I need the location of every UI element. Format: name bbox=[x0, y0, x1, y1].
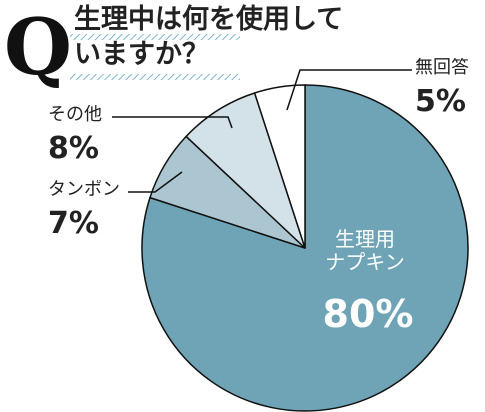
slice-label: 無回答 bbox=[415, 58, 469, 78]
pie-slice bbox=[253, 84, 306, 249]
leader-line bbox=[286, 69, 412, 111]
leader-line bbox=[112, 116, 233, 129]
slice-label: タンポン bbox=[48, 180, 120, 200]
pie-slice bbox=[141, 84, 469, 412]
value-label: 8% bbox=[48, 131, 99, 166]
badge: Q bbox=[4, 2, 72, 93]
value-label: 80% bbox=[322, 292, 414, 336]
value-label-box: 80% bbox=[322, 292, 414, 336]
slice-label-box: 無回答 bbox=[415, 58, 469, 78]
title-underline bbox=[70, 34, 240, 40]
slice-label-box: 生理用 ナプキン bbox=[325, 228, 405, 274]
slice-label-box: その他 bbox=[48, 105, 102, 125]
value-label-box: 7% bbox=[48, 206, 99, 241]
title-underline bbox=[70, 74, 240, 80]
chart-title: 生理中は何を使用して いますか？ bbox=[74, 4, 344, 71]
title-box: 生理中は何を使用して いますか？ bbox=[74, 4, 344, 71]
leader-line bbox=[128, 171, 183, 193]
value-label-box: 8% bbox=[48, 131, 99, 166]
slice-label: 生理用 ナプキン bbox=[325, 228, 405, 274]
slice-label: その他 bbox=[48, 105, 102, 125]
value-label: 5% bbox=[415, 84, 466, 119]
slice-label-box: タンポン bbox=[48, 180, 120, 200]
value-label-box: 5% bbox=[415, 84, 466, 119]
value-label: 7% bbox=[48, 206, 99, 241]
